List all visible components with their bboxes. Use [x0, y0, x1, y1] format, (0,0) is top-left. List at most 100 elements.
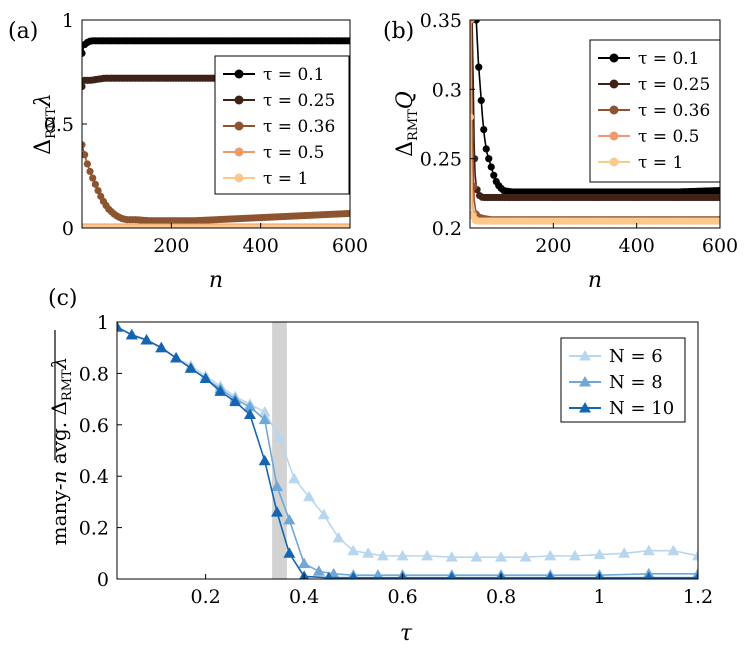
panel-b-xlabel: n — [588, 268, 602, 293]
data-point — [715, 193, 720, 202]
legend-label: τ = 0.25 — [638, 75, 710, 95]
data-point — [288, 472, 301, 484]
x-tick-label: 200 — [535, 235, 571, 257]
y-tick-label: 0.35 — [420, 10, 462, 32]
data-point — [243, 408, 256, 420]
data-point — [376, 549, 389, 561]
x-tick-label: 0.4 — [289, 586, 319, 608]
data-point — [82, 141, 86, 149]
data-point — [480, 125, 488, 134]
data-point — [312, 565, 325, 576]
legend-swatch-marker — [609, 131, 619, 141]
data-point — [258, 405, 271, 417]
legend-swatch-marker — [579, 350, 591, 361]
legend-label: N = 6 — [609, 346, 663, 367]
x-tick-label: 600 — [332, 235, 368, 257]
legend-label: N = 8 — [609, 372, 663, 393]
data-point — [546, 571, 555, 579]
legend-label: τ = 0.36 — [638, 101, 710, 121]
x-tick-label: 600 — [702, 235, 738, 257]
y-tick-label: 0.2 — [432, 218, 462, 240]
data-point — [568, 549, 581, 561]
legend-label: τ = 1 — [263, 169, 308, 189]
data-point — [667, 544, 680, 556]
data-point — [544, 549, 557, 561]
data-point — [593, 548, 606, 560]
data-point — [714, 217, 720, 225]
data-point — [470, 113, 475, 121]
data-point — [89, 174, 97, 182]
data-point — [396, 549, 409, 561]
y-tick-label: 1 — [62, 10, 74, 32]
data-point — [283, 513, 296, 525]
data-point — [82, 49, 86, 57]
data-point — [715, 187, 720, 195]
panel-c-label: (c) — [48, 286, 78, 311]
data-point — [519, 551, 532, 562]
legend-swatch-marker — [234, 69, 244, 79]
data-point — [346, 209, 350, 218]
y-tick-label: 0.4 — [79, 466, 109, 488]
data-point — [447, 571, 456, 579]
data-point — [229, 395, 242, 407]
panel-a-legend: τ = 0.1 τ = 0.25 τ = 0.36 τ = 0.5 τ = 1 — [214, 55, 350, 195]
legend-label: τ = 0.25 — [263, 91, 335, 111]
y-tick-label: 0.6 — [79, 415, 109, 437]
data-point — [170, 351, 183, 363]
data-point — [155, 341, 168, 353]
y-tick-label: 0.25 — [420, 149, 462, 171]
legend-label: τ = 0.1 — [638, 49, 700, 69]
legend-swatch-marker — [609, 105, 619, 115]
data-point — [125, 328, 138, 340]
panel-b-series — [470, 20, 720, 225]
panel-b: (b) 200 400 600 0.2 0.25 0.3 0.35 n ΔRMTQ τ = … — [383, 10, 738, 293]
data-point — [317, 508, 330, 520]
x-tick-label: 1 — [593, 586, 605, 608]
data-point — [117, 322, 123, 332]
panel-a-label: (a) — [8, 19, 38, 44]
data-point — [86, 167, 94, 176]
data-point — [445, 551, 458, 562]
data-point — [362, 547, 375, 558]
panel-b-ylabel: ΔRMTQ — [393, 91, 421, 157]
data-point — [485, 155, 493, 163]
x-tick-label: 0.2 — [191, 586, 221, 608]
panel-c-ylabel: many-n avg. ΔRMTλ — [47, 357, 75, 546]
data-point — [243, 400, 256, 412]
legend-label: N = 10 — [609, 398, 674, 419]
panel-c-xlabel: τ — [400, 621, 413, 646]
panel-b-legend: τ = 0.1 τ = 0.25 τ = 0.36 τ = 0.5 τ = 1 — [589, 39, 721, 183]
data-point — [273, 431, 286, 443]
panel-a-ticks: 200 400 600 0 0.5 1 — [44, 10, 368, 257]
panel-c-ticks: 0.2 0.4 0.6 0.8 1 1.2 0 0.2 0.4 0.6 0.8 1 — [79, 312, 713, 608]
x-tick-label: 1.2 — [683, 586, 713, 608]
data-point — [271, 480, 284, 491]
y-tick-label: 0.5 — [44, 114, 74, 136]
data-point — [642, 544, 655, 556]
legend-swatch-marker — [234, 173, 244, 183]
panel-c-legend: N = 6 N = 8 N = 10 — [560, 337, 686, 423]
data-point — [482, 145, 490, 153]
data-point — [83, 160, 91, 168]
legend-label: τ = 0.5 — [263, 143, 325, 163]
legend-swatch-marker — [609, 79, 619, 89]
y-tick-label: 0 — [62, 218, 74, 240]
data-point — [692, 549, 698, 561]
data-point — [693, 571, 698, 579]
legend-swatch-marker — [579, 402, 591, 413]
data-point — [82, 82, 86, 91]
data-point — [372, 569, 384, 579]
legend-label: τ = 1 — [638, 153, 683, 173]
data-point — [347, 544, 360, 556]
data-point — [258, 454, 271, 466]
data-point — [91, 180, 99, 188]
data-point — [490, 171, 498, 179]
data-point — [140, 333, 153, 345]
data-point — [82, 151, 89, 159]
legend-label: τ = 0.36 — [263, 117, 335, 137]
data-point — [346, 224, 350, 228]
y-tick-label: 0.3 — [432, 79, 462, 101]
data-point — [349, 571, 358, 579]
panel-c: (c) 0.2 0.4 0.6 0.8 1 1.2 0 0.2 0.4 0.6 0.8 1 τ man… — [47, 286, 713, 646]
